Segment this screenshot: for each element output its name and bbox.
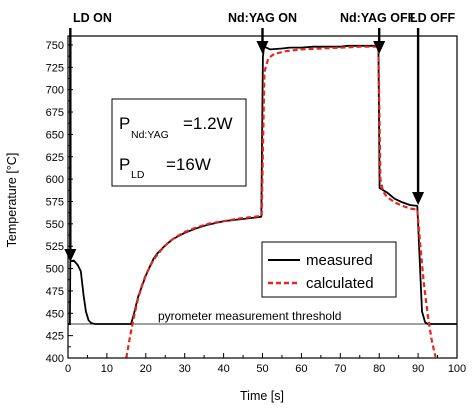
legend: measured calculated [261, 241, 397, 298]
param-p-ndyag-main: P [119, 114, 130, 133]
x-tick-label: 50 [256, 363, 268, 375]
y-tick-label: 475 [46, 286, 64, 298]
x-tick-label: 30 [179, 363, 191, 375]
parameter-box-frame [111, 98, 247, 187]
y-tick-label: 675 [46, 107, 64, 119]
x-axis-title: Time [s] [240, 389, 284, 403]
y-tick-label: 750 [46, 40, 64, 52]
y-tick-label: 550 [46, 219, 64, 231]
x-tick-label: 100 [448, 363, 466, 375]
arrow-head-ld_on [64, 249, 77, 262]
param-p-ndyag: P [119, 114, 130, 133]
series-line-calculated [125, 45, 437, 359]
axis-ticks: 0 10 20 30 40 50 60 70 80 90 100 400 425 450 475 500 525… [46, 40, 467, 375]
x-tick-label: 20 [140, 363, 152, 375]
event-arrows [64, 28, 425, 262]
arrow-head-ndyag_off [373, 41, 386, 54]
param-p-ld-sub: LD [131, 169, 145, 181]
param-p-ndyag-value: =1.2W [183, 114, 233, 133]
event-label-ndyag-on: Nd:YAG ON [228, 11, 297, 25]
threshold-label: pyrometer measurement threshold [158, 309, 341, 323]
y-tick-label: 400 [46, 353, 64, 365]
event-label-ld-on: LD ON [73, 11, 112, 25]
x-tick-label: 10 [101, 363, 113, 375]
parameter-box: P Nd:YAG =1.2W P LD =16W [111, 98, 247, 187]
y-tick-label: 500 [46, 264, 64, 276]
y-tick-label: 525 [46, 241, 64, 253]
y-axis-title: Temperature [°C] [5, 153, 19, 248]
arrow-head-ndyag_on [256, 41, 269, 54]
y-tick-label: 450 [46, 308, 64, 320]
legend-label-calculated: calculated [306, 275, 374, 292]
legend-frame [261, 241, 397, 298]
x-tick-label: 70 [334, 363, 346, 375]
event-label-ld-off: LD OFF [410, 11, 455, 25]
legend-label-measured: measured [306, 252, 373, 269]
y-tick-label: 625 [46, 152, 64, 164]
y-tick-label: 725 [46, 62, 64, 74]
param-p-ndyag-sub: Nd:YAG [131, 129, 169, 141]
x-tick-label: 80 [373, 363, 385, 375]
x-tick-label: 0 [65, 363, 71, 375]
y-tick-label: 575 [46, 196, 64, 208]
arrow-head-ld_off [412, 192, 425, 205]
x-tick-label: 60 [295, 363, 307, 375]
y-tick-label: 425 [46, 331, 64, 343]
series-group [68, 44, 457, 359]
event-label-ndyag-off: Nd:YAG OFF [340, 11, 416, 25]
y-tick-label: 600 [46, 174, 64, 186]
y-tick-label: 700 [46, 85, 64, 97]
param-p-ld-value: =16W [166, 155, 211, 174]
x-tick-label: 90 [412, 363, 424, 375]
y-tick-label: 650 [46, 129, 64, 141]
param-p-ld: P [119, 155, 130, 174]
x-tick-label: 40 [217, 363, 229, 375]
